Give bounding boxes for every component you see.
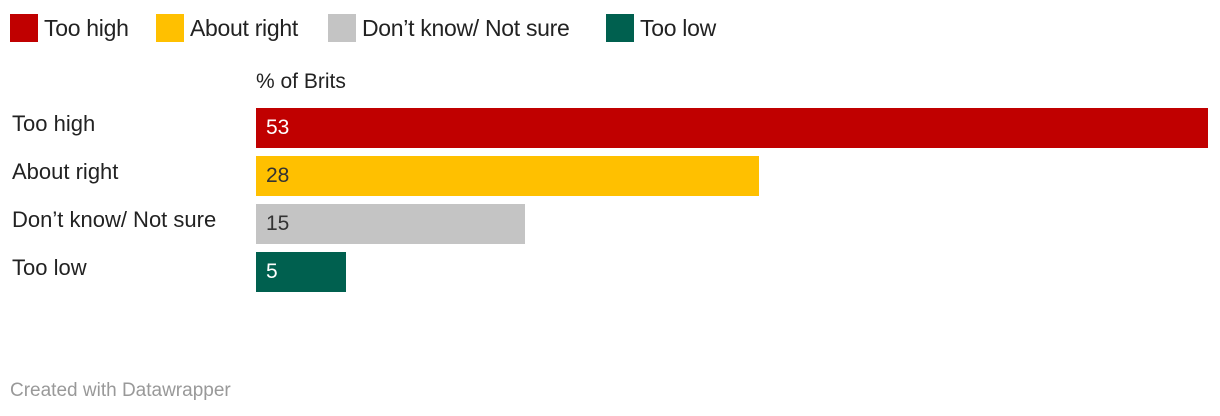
legend-label: About right [190, 14, 298, 41]
value-label: 5 [266, 260, 278, 283]
legend-item: Too high [10, 14, 129, 42]
bar [256, 156, 759, 196]
legend-swatch [606, 14, 634, 42]
footer-credit: Created with Datawrapper [10, 380, 231, 401]
bar [256, 108, 1208, 148]
legend-item: About right [156, 14, 298, 42]
category-label: Don’t know/ Not sure [12, 207, 217, 232]
value-label: 28 [266, 164, 290, 187]
value-label: 53 [266, 116, 290, 139]
category-label: Too low [12, 255, 87, 280]
legend-item: Too low [606, 14, 716, 42]
column-title: % of Brits [256, 70, 346, 93]
legend-label: Don’t know/ Not sure [362, 14, 570, 41]
category-label: Too high [12, 111, 96, 136]
legend-label: Too high [44, 14, 129, 41]
bar [256, 252, 346, 292]
value-label: 15 [266, 212, 290, 235]
category-label: About right [12, 159, 119, 184]
legend-swatch [156, 14, 184, 42]
legend-swatch [10, 14, 38, 42]
legend-swatch [328, 14, 356, 42]
bar [256, 204, 526, 244]
legend-label: Too low [640, 14, 716, 41]
legend-item: Don’t know/ Not sure [328, 14, 570, 42]
